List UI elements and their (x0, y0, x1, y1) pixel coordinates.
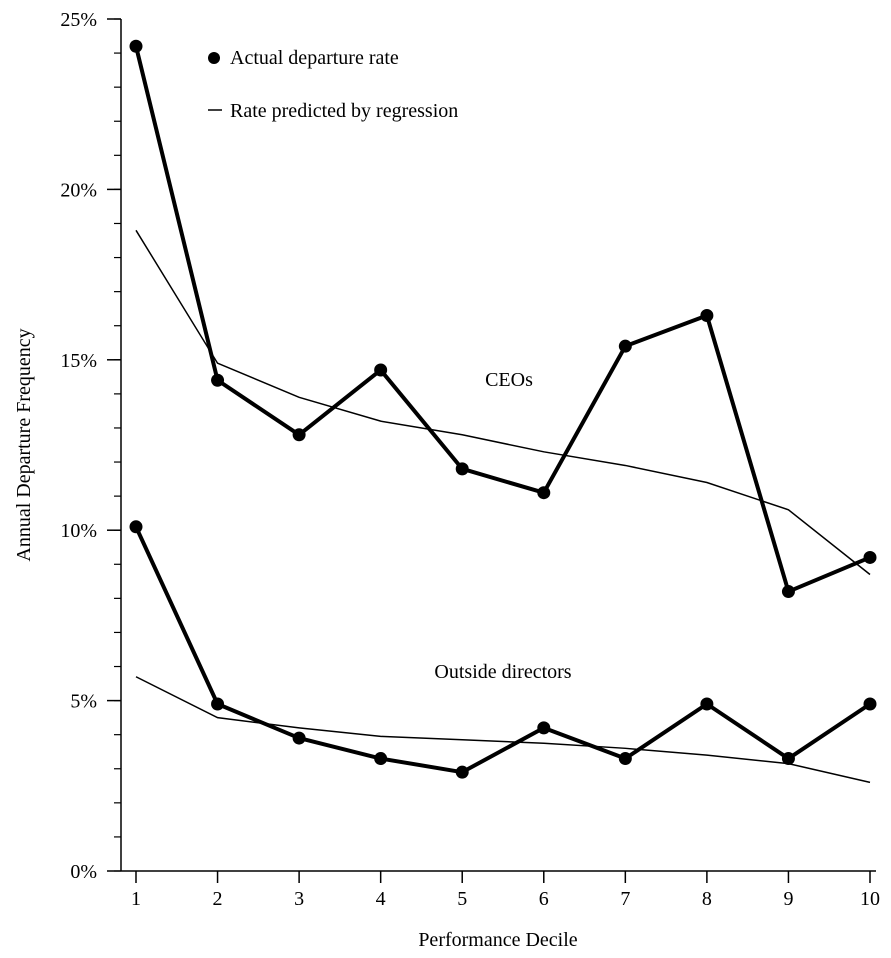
actual-point-ceos (700, 308, 714, 322)
actual-point-outside-directors (129, 520, 143, 534)
x-tick-label: 3 (294, 888, 304, 910)
x-tick-label: 5 (457, 888, 467, 910)
y-tick-label: 10% (60, 520, 97, 542)
actual-point-ceos (129, 39, 143, 53)
x-axis-title: Performance Decile (418, 929, 577, 951)
actual-point-ceos (211, 373, 225, 387)
x-tick-label: 10 (860, 888, 880, 910)
actual-point-outside-directors (781, 752, 795, 766)
actual-line-outside-directors (134, 525, 872, 775)
y-axis-title: Annual Departure Frequency (13, 328, 35, 561)
actual-point-outside-directors (292, 731, 306, 745)
actual-point-outside-directors (211, 697, 225, 711)
actual-point-ceos (292, 428, 306, 442)
y-tick-label: 25% (60, 9, 97, 31)
x-tick-label: 9 (783, 888, 793, 910)
actual-point-outside-directors (618, 752, 632, 766)
actual-point-ceos (781, 585, 795, 599)
actual-point-ceos (374, 363, 388, 377)
y-tick-label: 15% (60, 350, 97, 372)
actual-point-ceos (455, 462, 469, 476)
actual-point-ceos (863, 550, 877, 564)
axes: 0% 5% 10% 15% 20% 25% 1 2 3 4 5 6 7 8 9 10 (60, 9, 880, 910)
actual-point-outside-directors (537, 721, 551, 735)
x-tick-label: 8 (702, 888, 712, 910)
x-tick-label: 6 (539, 888, 549, 910)
predicted-line-outside-directors (135, 676, 871, 784)
y-tick-label: 20% (60, 179, 97, 201)
legend-label-actual: Actual departure rate (230, 47, 399, 69)
legend-label-predicted: Rate predicted by regression (230, 100, 458, 122)
actual-point-outside-directors (863, 697, 877, 711)
group-label: CEOs (485, 369, 533, 391)
x-tick-label: 7 (620, 888, 630, 910)
legend-marker-actual (208, 52, 220, 64)
y-ticks: 0% 5% 10% 15% 20% 25% (60, 9, 121, 883)
x-ticks: 1 2 3 4 5 6 7 8 9 10 (131, 871, 880, 910)
y-tick-label: 0% (70, 861, 97, 883)
y-tick-label: 5% (70, 691, 97, 713)
actual-point-outside-directors (700, 697, 714, 711)
predicted-line-ceos (135, 229, 871, 576)
group-label: Outside directors (434, 661, 571, 683)
actual-point-ceos (537, 486, 551, 500)
legend: Actual departure rate Rate predicted by … (208, 47, 458, 122)
actual-point-ceos (618, 339, 632, 353)
x-tick-label: 4 (376, 888, 386, 910)
x-tick-label: 2 (213, 888, 223, 910)
actual-point-outside-directors (455, 765, 469, 779)
x-tick-label: 1 (131, 888, 141, 910)
actual-point-outside-directors (374, 752, 388, 766)
actual-line-ceos (134, 45, 871, 594)
group-labels: CEOs Outside directors (434, 369, 571, 683)
series (129, 39, 877, 784)
